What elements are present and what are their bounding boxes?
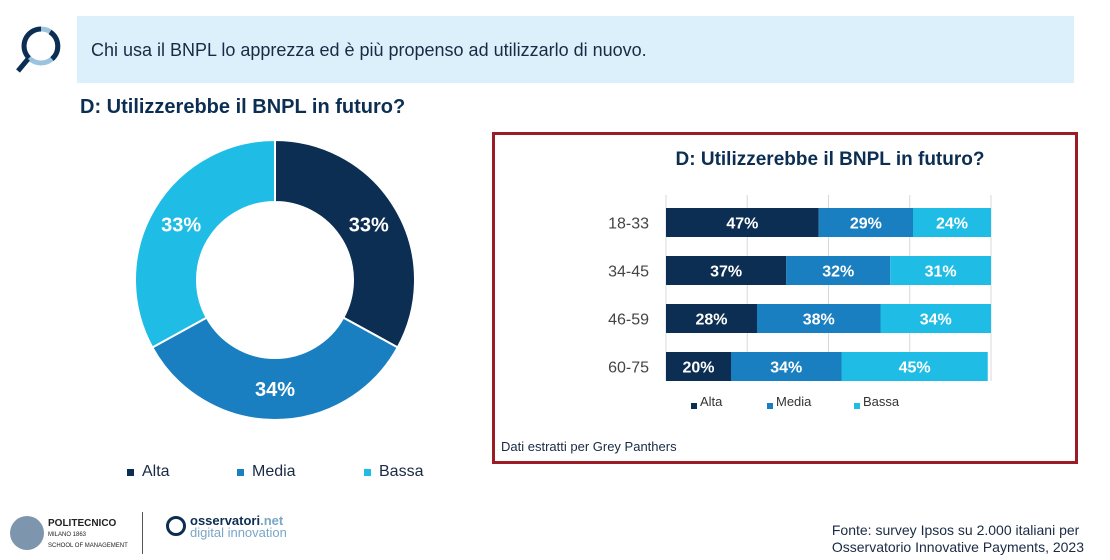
bar-media bbox=[731, 352, 842, 381]
bar-alta bbox=[666, 256, 787, 285]
osservatori-logo: osservatori.net digital innovation bbox=[190, 513, 287, 540]
bar-value-label: 29% bbox=[850, 216, 882, 233]
legend-swatch bbox=[691, 403, 697, 409]
bar-alta bbox=[666, 352, 731, 381]
bar-bassa bbox=[890, 256, 991, 285]
legend-swatch bbox=[767, 403, 773, 409]
bar-alta bbox=[666, 304, 757, 333]
headline-banner: Chi usa il BNPL lo apprezza ed è più pro… bbox=[77, 16, 1074, 83]
bar-chart-panel: D: Utilizzerebbe il BNPL in futuro? 18-3… bbox=[492, 132, 1078, 464]
legend-bassa: Bassa bbox=[364, 463, 423, 481]
bar-value-label: 37% bbox=[710, 264, 742, 281]
donut-slice-media bbox=[150, 316, 400, 421]
legend-media: Media bbox=[237, 463, 296, 481]
legend-label: Media bbox=[776, 394, 812, 409]
legend-alta: Alta bbox=[127, 463, 170, 481]
bar-media bbox=[786, 256, 891, 285]
search-logo-icon bbox=[16, 26, 61, 73]
headline-text: Chi usa il BNPL lo apprezza ed è più pro… bbox=[91, 40, 647, 60]
bar-value-label: 34% bbox=[920, 312, 952, 329]
bar-alta bbox=[666, 208, 819, 237]
question-title: D: Utilizzerebbe il BNPL in futuro? bbox=[80, 96, 406, 118]
category-label: 60-75 bbox=[608, 360, 649, 377]
bar-media bbox=[757, 304, 881, 333]
donut-slice-alta bbox=[274, 138, 416, 349]
bar-chart-title: D: Utilizzerebbe il BNPL in futuro? bbox=[675, 149, 985, 170]
category-label: 34-45 bbox=[608, 264, 649, 281]
donut-label: 33% bbox=[349, 215, 389, 237]
bar-value-label: 47% bbox=[726, 216, 758, 233]
bar-value-label: 38% bbox=[803, 312, 835, 329]
donut-label: 33% bbox=[161, 215, 201, 237]
bar-value-label: 31% bbox=[925, 264, 957, 281]
source-note: Fonte: survey Ipsos su 2.000 italiani pe… bbox=[831, 522, 1084, 555]
category-label: 18-33 bbox=[608, 216, 649, 233]
bar-bassa bbox=[841, 352, 988, 381]
donut-chart: 33% 34% 33% bbox=[134, 138, 416, 421]
bar-value-label: 24% bbox=[936, 216, 968, 233]
bar-value-label: 32% bbox=[822, 264, 854, 281]
politecnico-logo: POLITECNICO MILANO 1863 SCHOOL OF MANAGEME… bbox=[48, 518, 128, 550]
stacked-bar-chart: 18-33 47% 29% 24% 34-45 37% 32% 31% 46-59 28% 38% 3… bbox=[608, 195, 992, 409]
politecnico-seal-icon bbox=[10, 516, 44, 550]
bar-media bbox=[818, 208, 913, 237]
bar-bassa bbox=[880, 304, 991, 333]
donut-slice-bassa bbox=[134, 138, 276, 349]
bar-value-label: 20% bbox=[682, 360, 714, 377]
bar-value-label: 45% bbox=[899, 360, 931, 377]
chart-note: Dati estratti per Grey Panthers bbox=[501, 439, 677, 454]
logo-divider bbox=[142, 512, 143, 554]
bar-bassa bbox=[913, 208, 991, 237]
bar-value-label: 28% bbox=[695, 312, 727, 329]
legend-label: Alta bbox=[700, 394, 723, 409]
bar-value-label: 34% bbox=[770, 360, 802, 377]
osservatori-logo-icon bbox=[166, 516, 186, 536]
legend-swatch bbox=[854, 403, 860, 409]
legend-label: Bassa bbox=[863, 394, 900, 409]
category-label: 46-59 bbox=[608, 312, 649, 329]
donut-label: 34% bbox=[255, 379, 295, 401]
